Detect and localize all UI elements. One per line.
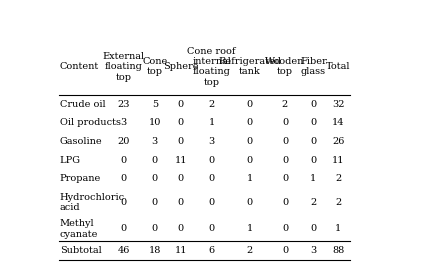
Text: 0: 0 <box>152 174 158 184</box>
Text: 0: 0 <box>121 156 127 165</box>
Text: 0: 0 <box>178 137 184 146</box>
Text: 11: 11 <box>332 156 345 165</box>
Text: 2: 2 <box>335 198 342 207</box>
Text: 0: 0 <box>310 224 316 233</box>
Text: Methyl
cyanate: Methyl cyanate <box>60 219 98 239</box>
Text: 0: 0 <box>121 224 127 233</box>
Text: 46: 46 <box>117 246 130 255</box>
Text: 3: 3 <box>209 137 215 146</box>
Text: 0: 0 <box>178 198 184 207</box>
Text: 1: 1 <box>310 174 316 184</box>
Text: 0: 0 <box>282 118 288 127</box>
Text: 0: 0 <box>310 100 316 109</box>
Text: 11: 11 <box>174 246 187 255</box>
Text: 0: 0 <box>310 118 316 127</box>
Text: 14: 14 <box>332 118 345 127</box>
Text: 0: 0 <box>247 137 253 146</box>
Text: 0: 0 <box>282 156 288 165</box>
Text: 0: 0 <box>178 224 184 233</box>
Text: 5: 5 <box>152 100 158 109</box>
Text: 0: 0 <box>247 156 253 165</box>
Text: 0: 0 <box>282 246 288 255</box>
Text: Propane: Propane <box>60 174 101 184</box>
Text: Cone
top: Cone top <box>142 57 167 76</box>
Text: 0: 0 <box>209 174 215 184</box>
Text: 0: 0 <box>310 137 316 146</box>
Text: Content: Content <box>60 62 99 71</box>
Text: 23: 23 <box>117 100 130 109</box>
Text: Wooden
top: Wooden top <box>265 57 305 76</box>
Text: 1: 1 <box>247 174 253 184</box>
Text: 88: 88 <box>332 246 344 255</box>
Text: 3: 3 <box>121 118 127 127</box>
Text: LPG: LPG <box>60 156 81 165</box>
Text: 0: 0 <box>178 174 184 184</box>
Text: 0: 0 <box>178 100 184 109</box>
Text: 0: 0 <box>247 198 253 207</box>
Text: 20: 20 <box>117 137 130 146</box>
Text: 3: 3 <box>310 246 316 255</box>
Text: 0: 0 <box>209 156 215 165</box>
Text: Cone roof
internal
floating
top: Cone roof internal floating top <box>187 47 236 87</box>
Text: 0: 0 <box>282 137 288 146</box>
Text: 0: 0 <box>121 174 127 184</box>
Text: 0: 0 <box>209 224 215 233</box>
Text: 1: 1 <box>209 118 215 127</box>
Text: 0: 0 <box>282 174 288 184</box>
Text: 2: 2 <box>310 198 316 207</box>
Text: 0: 0 <box>310 156 316 165</box>
Text: 0: 0 <box>247 100 253 109</box>
Text: 32: 32 <box>332 100 345 109</box>
Text: 0: 0 <box>152 198 158 207</box>
Text: Total: Total <box>326 62 351 71</box>
Text: Crude oil: Crude oil <box>60 100 105 109</box>
Text: 0: 0 <box>282 198 288 207</box>
Text: 26: 26 <box>332 137 344 146</box>
Text: Gasoline: Gasoline <box>60 137 102 146</box>
Text: 1: 1 <box>335 224 342 233</box>
Text: 6: 6 <box>209 246 215 255</box>
Text: Fiber
glass: Fiber glass <box>300 57 327 76</box>
Text: 0: 0 <box>152 156 158 165</box>
Text: 10: 10 <box>149 118 161 127</box>
Text: 2: 2 <box>335 174 342 184</box>
Text: 18: 18 <box>149 246 161 255</box>
Text: Subtotal: Subtotal <box>60 246 101 255</box>
Text: 2: 2 <box>247 246 253 255</box>
Text: Refrigerated
tank: Refrigerated tank <box>218 57 281 76</box>
Text: 0: 0 <box>178 118 184 127</box>
Text: 2: 2 <box>282 100 288 109</box>
Text: Oil products: Oil products <box>60 118 121 127</box>
Text: 0: 0 <box>209 198 215 207</box>
Text: 0: 0 <box>121 198 127 207</box>
Text: External
floating
top: External floating top <box>103 52 145 82</box>
Text: Sphere: Sphere <box>163 62 198 71</box>
Text: 0: 0 <box>247 118 253 127</box>
Text: 0: 0 <box>282 224 288 233</box>
Text: 0: 0 <box>152 224 158 233</box>
Text: 11: 11 <box>174 156 187 165</box>
Text: Hydrochloric
acid: Hydrochloric acid <box>60 193 125 212</box>
Text: 3: 3 <box>152 137 158 146</box>
Text: 2: 2 <box>209 100 215 109</box>
Text: 1: 1 <box>247 224 253 233</box>
